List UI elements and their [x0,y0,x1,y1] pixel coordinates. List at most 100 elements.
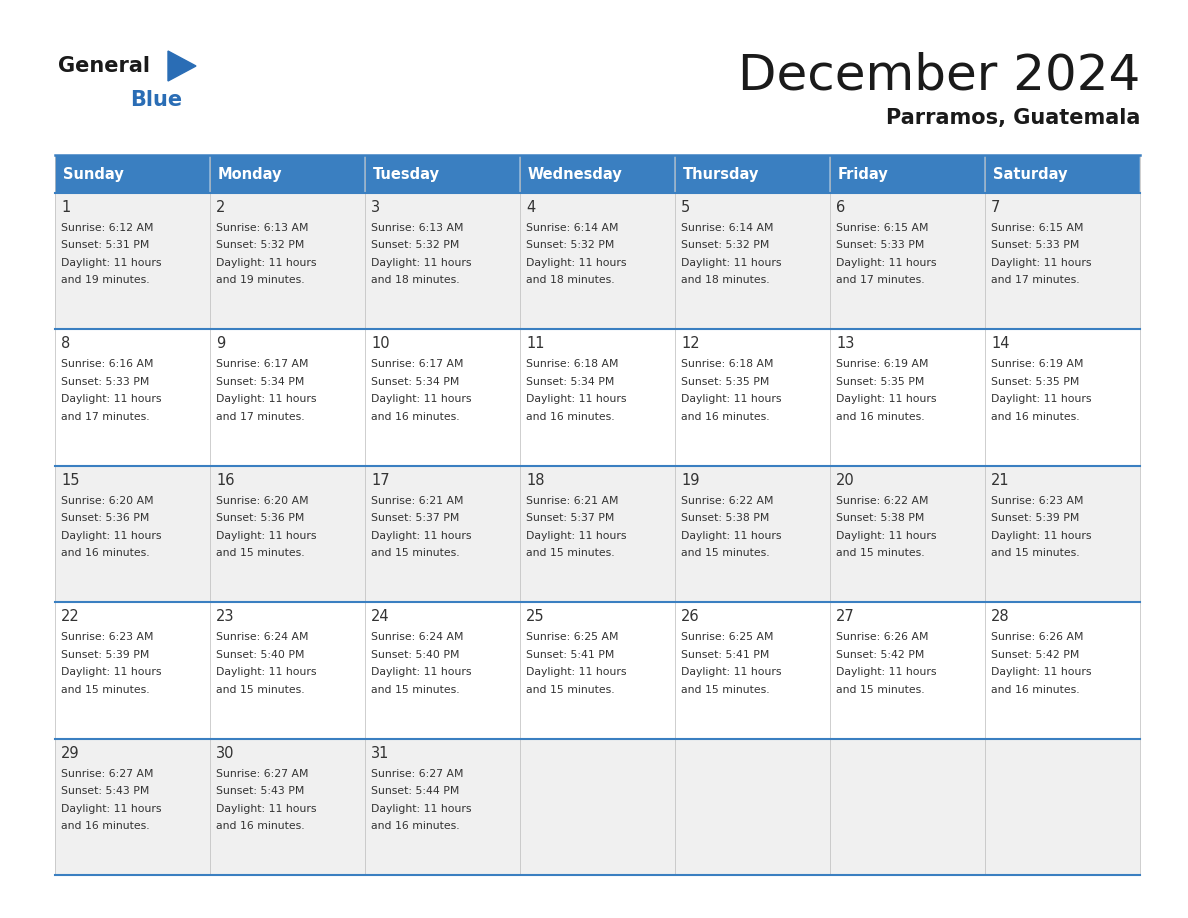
Text: 13: 13 [836,336,854,352]
Text: and 15 minutes.: and 15 minutes. [991,548,1080,558]
Text: Saturday: Saturday [993,166,1067,182]
Text: Sunrise: 6:26 AM: Sunrise: 6:26 AM [991,633,1083,643]
Text: 29: 29 [62,745,80,761]
Text: and 16 minutes.: and 16 minutes. [62,821,150,831]
Text: 30: 30 [216,745,235,761]
Text: and 16 minutes.: and 16 minutes. [991,412,1080,422]
Text: 16: 16 [216,473,235,487]
Text: 18: 18 [526,473,545,487]
Bar [985,602,1140,739]
Text: Sunrise: 6:17 AM: Sunrise: 6:17 AM [371,360,463,369]
Bar [55,155,210,193]
Text: General: General [58,56,150,76]
Text: Sunrise: 6:23 AM: Sunrise: 6:23 AM [62,633,153,643]
Text: December 2024: December 2024 [738,51,1140,99]
Text: Sunrise: 6:13 AM: Sunrise: 6:13 AM [371,223,463,233]
Text: Sunset: 5:43 PM: Sunset: 5:43 PM [62,786,150,796]
Text: Daylight: 11 hours: Daylight: 11 hours [526,395,627,405]
Text: Sunrise: 6:20 AM: Sunrise: 6:20 AM [62,496,153,506]
Text: Sunset: 5:32 PM: Sunset: 5:32 PM [216,241,304,251]
Text: Sunrise: 6:12 AM: Sunrise: 6:12 AM [62,223,153,233]
Text: 12: 12 [681,336,700,352]
Text: Sunset: 5:32 PM: Sunset: 5:32 PM [681,241,770,251]
Text: 5: 5 [681,200,690,215]
Text: Sunset: 5:32 PM: Sunset: 5:32 PM [526,241,614,251]
Text: Monday: Monday [217,166,283,182]
Text: Sunset: 5:36 PM: Sunset: 5:36 PM [62,513,150,523]
Bar [210,155,365,193]
Bar [210,330,365,465]
Text: Sunset: 5:42 PM: Sunset: 5:42 PM [991,650,1080,660]
Text: Tuesday: Tuesday [373,166,440,182]
Text: Daylight: 11 hours: Daylight: 11 hours [681,395,782,405]
Bar [365,193,520,330]
Bar [520,330,675,465]
Bar [830,193,985,330]
Text: 22: 22 [62,610,80,624]
Text: and 16 minutes.: and 16 minutes. [681,412,770,422]
Text: and 18 minutes.: and 18 minutes. [681,275,770,285]
Text: Daylight: 11 hours: Daylight: 11 hours [526,667,627,677]
Text: Daylight: 11 hours: Daylight: 11 hours [371,531,472,541]
Text: Sunrise: 6:25 AM: Sunrise: 6:25 AM [681,633,773,643]
Bar [520,193,675,330]
Text: and 15 minutes.: and 15 minutes. [62,685,150,695]
Text: Daylight: 11 hours: Daylight: 11 hours [371,395,472,405]
Bar [985,155,1140,193]
Text: Wednesday: Wednesday [527,166,623,182]
Text: Sunrise: 6:25 AM: Sunrise: 6:25 AM [526,633,619,643]
Text: and 15 minutes.: and 15 minutes. [526,685,615,695]
Text: and 16 minutes.: and 16 minutes. [216,821,305,831]
Text: Sunrise: 6:27 AM: Sunrise: 6:27 AM [62,768,153,778]
Text: and 18 minutes.: and 18 minutes. [526,275,615,285]
Text: Daylight: 11 hours: Daylight: 11 hours [62,531,162,541]
Text: 24: 24 [371,610,390,624]
Bar [985,193,1140,330]
Text: Daylight: 11 hours: Daylight: 11 hours [371,803,472,813]
Text: 17: 17 [371,473,390,487]
Bar [520,155,675,193]
Bar [675,602,830,739]
Text: 2: 2 [216,200,226,215]
Text: Sunset: 5:39 PM: Sunset: 5:39 PM [62,650,150,660]
Text: and 15 minutes.: and 15 minutes. [216,685,305,695]
Text: Daylight: 11 hours: Daylight: 11 hours [62,803,162,813]
Text: Sunset: 5:37 PM: Sunset: 5:37 PM [526,513,614,523]
Bar [675,155,830,193]
Text: Sunset: 5:33 PM: Sunset: 5:33 PM [62,377,150,386]
Text: Daylight: 11 hours: Daylight: 11 hours [371,258,472,268]
Text: Sunrise: 6:22 AM: Sunrise: 6:22 AM [836,496,929,506]
Text: Daylight: 11 hours: Daylight: 11 hours [62,258,162,268]
Text: 19: 19 [681,473,700,487]
Text: Sunrise: 6:18 AM: Sunrise: 6:18 AM [681,360,773,369]
Text: Sunset: 5:40 PM: Sunset: 5:40 PM [216,650,304,660]
Polygon shape [168,51,196,81]
Text: Daylight: 11 hours: Daylight: 11 hours [216,667,317,677]
Text: and 16 minutes.: and 16 minutes. [62,548,150,558]
Text: Sunset: 5:31 PM: Sunset: 5:31 PM [62,241,150,251]
Text: 31: 31 [371,745,390,761]
Text: Sunrise: 6:16 AM: Sunrise: 6:16 AM [62,360,153,369]
Text: and 15 minutes.: and 15 minutes. [371,548,460,558]
Text: Sunset: 5:44 PM: Sunset: 5:44 PM [371,786,460,796]
Text: Daylight: 11 hours: Daylight: 11 hours [62,395,162,405]
Text: 15: 15 [62,473,80,487]
Text: Sunrise: 6:21 AM: Sunrise: 6:21 AM [371,496,463,506]
Bar [520,465,675,602]
Bar [55,602,210,739]
Bar [365,330,520,465]
Text: 8: 8 [62,336,70,352]
Text: and 15 minutes.: and 15 minutes. [371,685,460,695]
Text: Sunset: 5:33 PM: Sunset: 5:33 PM [991,241,1080,251]
Text: 9: 9 [216,336,226,352]
Text: and 17 minutes.: and 17 minutes. [216,412,305,422]
Text: Sunset: 5:34 PM: Sunset: 5:34 PM [371,377,460,386]
Bar [55,739,210,875]
Text: Daylight: 11 hours: Daylight: 11 hours [216,258,317,268]
Text: Sunrise: 6:26 AM: Sunrise: 6:26 AM [836,633,929,643]
Text: Sunset: 5:33 PM: Sunset: 5:33 PM [836,241,924,251]
Text: Sunset: 5:40 PM: Sunset: 5:40 PM [371,650,460,660]
Text: Daylight: 11 hours: Daylight: 11 hours [526,531,627,541]
Text: and 19 minutes.: and 19 minutes. [216,275,305,285]
Bar [210,739,365,875]
